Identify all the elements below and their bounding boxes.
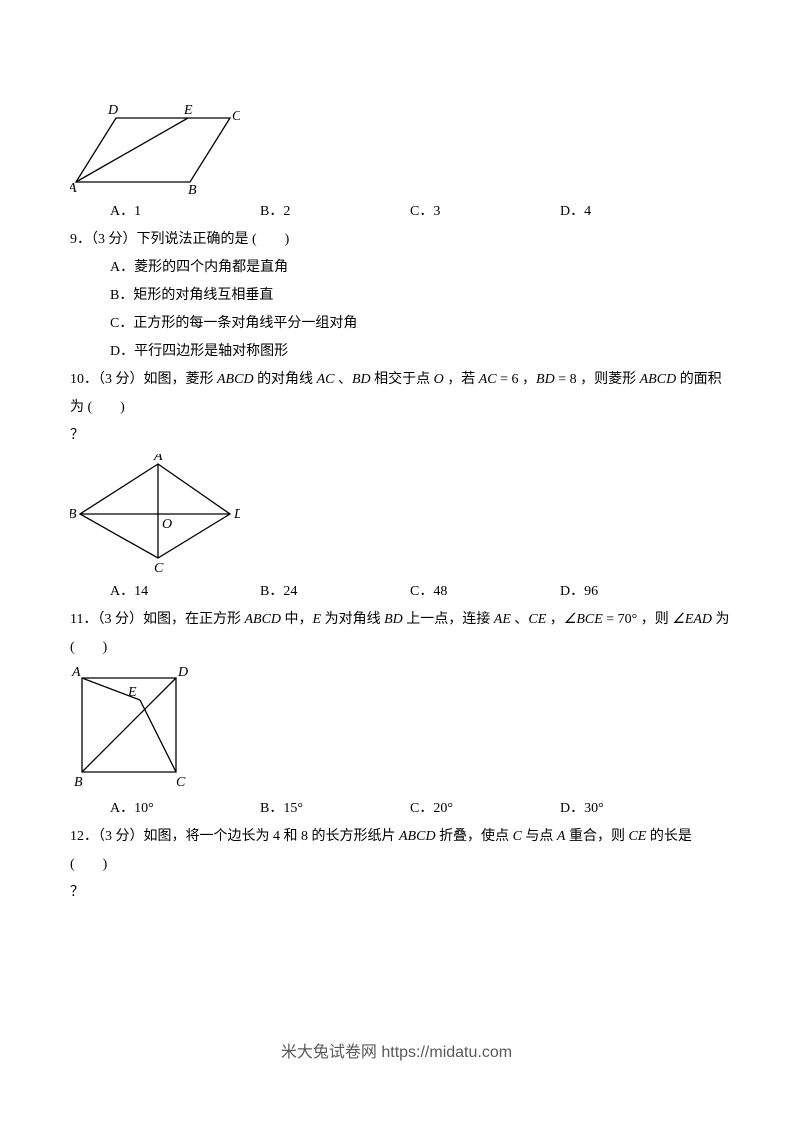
q10-ac: AC [317,372,335,387]
q11-stem-line1: 11．（3 分）如图，在正方形 ABCD 中，E 为对角线 BD 上一点，连接 … [70,606,730,634]
q10-eq1l: AC [479,372,497,387]
q11-ang1v: = 70° [603,612,638,627]
q10-stem-line2: 为 ( ) [70,394,730,422]
svg-text:C: C [232,109,240,124]
figure-q11: A D B C E [70,666,730,791]
q10-eq2v: = 8 [555,372,577,387]
svg-q11: A D B C E [70,666,190,791]
q10-qmark: ？ [70,422,730,450]
svg-text:B: B [70,507,77,522]
figure-q10: A B C D O [70,454,730,574]
q12-stem: 12．（3 分）如图，将一个边长为 4 和 8 的长方形纸片 ABCD 折叠，使… [70,823,730,879]
q10-sep: 、 [334,372,352,387]
q10-eq1v: = 6 [497,372,519,387]
q10-bd: BD [352,372,371,387]
q12-qmark: ？ [70,879,730,907]
q9-stem: 9．（3 分）下列说法正确的是 ( ) [70,226,730,254]
q9-option-b: B．矩形的对角线互相垂直 [110,282,730,310]
q11-mid3: 上一点，连接 [403,612,494,627]
q10-pre: 10．（3 分）如图，菱形 [70,372,217,387]
svg-text:D: D [107,104,118,118]
q9-option-c: C．正方形的每一条对角线平分一组对角 [110,310,730,338]
q9-option-a: A．菱形的四个内角都是直角 [110,254,730,282]
q11-mid5: ，则 [637,612,672,627]
svg-q10: A B C D O [70,454,240,574]
q10-o: O [434,372,444,387]
q12-c: C [513,829,522,844]
q8-option-a: A．1 [110,198,260,226]
q12-ce: CE [628,829,646,844]
svg-q8: A B C D E [70,104,240,194]
svg-text:E: E [183,104,193,118]
svg-text:A: A [70,181,77,194]
q11-mid4: ， [546,612,564,627]
svg-text:C: C [176,775,186,790]
q11-sep: 、 [511,612,529,627]
footer: 米大兔试卷网 https://midatu.com [0,1038,793,1062]
q12-abcd: ABCD [399,829,436,844]
q8-option-c: C．3 [410,198,560,226]
q11-e: E [313,612,322,627]
q10-abcd2: ABCD [640,372,677,387]
q11-mid2: 为对角线 [321,612,384,627]
q10-option-a: A．14 [110,578,260,606]
content-area: A B C D E A．1 B．2 C．3 D．4 9．（3 分）下列说法正确的… [70,100,730,907]
q11-bd: BD [384,612,403,627]
q11-option-a: A．10° [110,795,260,823]
q11-abcd: ABCD [244,612,281,627]
q11-stem-line2: ( ) [70,634,730,662]
q12-mid3: 重合，则 [565,829,628,844]
q8-option-b: B．2 [260,198,410,226]
q10-stem-line1: 10．（3 分）如图，菱形 ABCD 的对角线 AC 、BD 相交于点 O ，若… [70,366,730,394]
svg-text:D: D [233,507,240,522]
q10-eq2l: BD [536,372,555,387]
q8-option-d: D．4 [560,198,710,226]
svg-text:B: B [74,775,83,790]
q11-option-b: B．15° [260,795,410,823]
q12-mid2: 与点 [522,829,557,844]
q10-mid1: 的对角线 [254,372,317,387]
q11-ce: CE [528,612,546,627]
q10-end: 的面积 [676,372,722,387]
q11-ang2: ∠EAD [672,612,712,627]
q10-option-d: D．96 [560,578,710,606]
q11-option-c: C．20° [410,795,560,823]
q12-mid1: 折叠，使点 [436,829,513,844]
q12-pre: 12．（3 分）如图，将一个边长为 4 和 8 的长方形纸片 [70,829,399,844]
q11-mid1: 中， [281,612,313,627]
q10-abcd: ABCD [217,372,254,387]
svg-text:O: O [162,517,172,532]
q11-mid6: 为 [712,612,730,627]
q10-options: A．14 B．24 C．48 D．96 [110,578,730,606]
svg-text:E: E [127,685,137,700]
q11-ae: AE [494,612,511,627]
svg-text:A: A [153,454,163,464]
q11-pre: 11．（3 分）如图，在正方形 [70,612,244,627]
figure-q8: A B C D E [70,104,730,194]
q11-options: A．10° B．15° C．20° D．30° [110,795,730,823]
q8-options: A．1 B．2 C．3 D．4 [110,198,730,226]
q10-c1: ， [519,372,537,387]
footer-text: 米大兔试卷网 https://midatu.com [281,1044,512,1061]
q10-option-c: C．48 [410,578,560,606]
svg-text:A: A [71,666,81,680]
svg-text:C: C [154,561,164,574]
svg-text:D: D [177,666,188,680]
q10-mid2: 相交于点 [371,372,434,387]
svg-text:B: B [188,183,197,194]
q11-option-d: D．30° [560,795,710,823]
q11-ang1: ∠BCE [564,612,603,627]
q10-mid3: ，若 [444,372,479,387]
q9-option-d: D．平行四边形是轴对称图形 [110,338,730,366]
q10-mid4: ，则菱形 [577,372,640,387]
q10-option-b: B．24 [260,578,410,606]
